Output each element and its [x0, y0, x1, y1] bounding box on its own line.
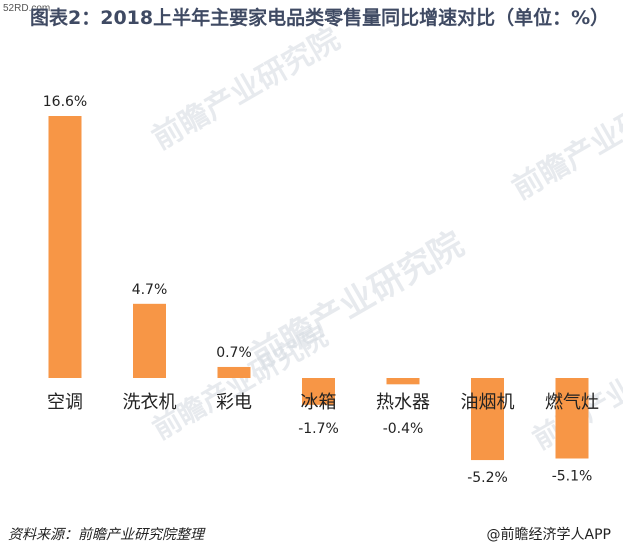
bars-group: [48, 116, 589, 461]
data-label-1: 4.7%: [132, 282, 168, 298]
labels-group: 16.6% 空调 4.7% 洗衣机 0.7% 彩电 -1.7% 冰箱 -0.4% 热水器 -5.2%…: [43, 94, 599, 486]
category-label-3: 冰箱: [301, 392, 337, 413]
data-label-3: -1.7%: [298, 421, 339, 437]
category-label-1: 洗衣机: [123, 392, 177, 413]
data-label-2: 0.7%: [216, 345, 252, 361]
category-label-6: 燃气灶: [545, 392, 599, 413]
data-label-4: -0.4%: [383, 421, 424, 437]
bar-0: [48, 116, 82, 378]
category-label-0: 空调: [47, 392, 83, 413]
site-tag: 52RD.com: [3, 3, 51, 14]
chart-title: 图表2：2018上半年主要家电品类零售量同比增速对比（单位：%）: [30, 7, 610, 29]
watermark-2: 前瞻产业研究院: [507, 72, 623, 207]
category-label-2: 彩电: [216, 392, 252, 413]
bar-1: [133, 303, 166, 378]
category-label-5: 油烟机: [461, 392, 515, 413]
bar-2: [217, 366, 251, 378]
watermark-layer: 前瞻产业研究院前瞻产业研究院前瞻产业研究院前瞻产业研究院前瞻产业研究院: [147, 22, 623, 456]
source-note: 资料来源：前瞻产业研究院整理: [8, 527, 204, 543]
credit-text: @前瞻经济学人APP: [486, 527, 611, 543]
data-label-6: -5.1%: [552, 468, 593, 484]
bar-3: [302, 378, 335, 405]
bar-6: [555, 378, 589, 459]
data-label-0: 16.6%: [43, 94, 87, 110]
category-label-4: 热水器: [376, 392, 430, 413]
bar-5: [471, 378, 504, 461]
bar-4: [386, 378, 420, 385]
watermark-0: 前瞻产业研究院: [147, 22, 346, 157]
data-label-5: -5.2%: [467, 470, 508, 486]
